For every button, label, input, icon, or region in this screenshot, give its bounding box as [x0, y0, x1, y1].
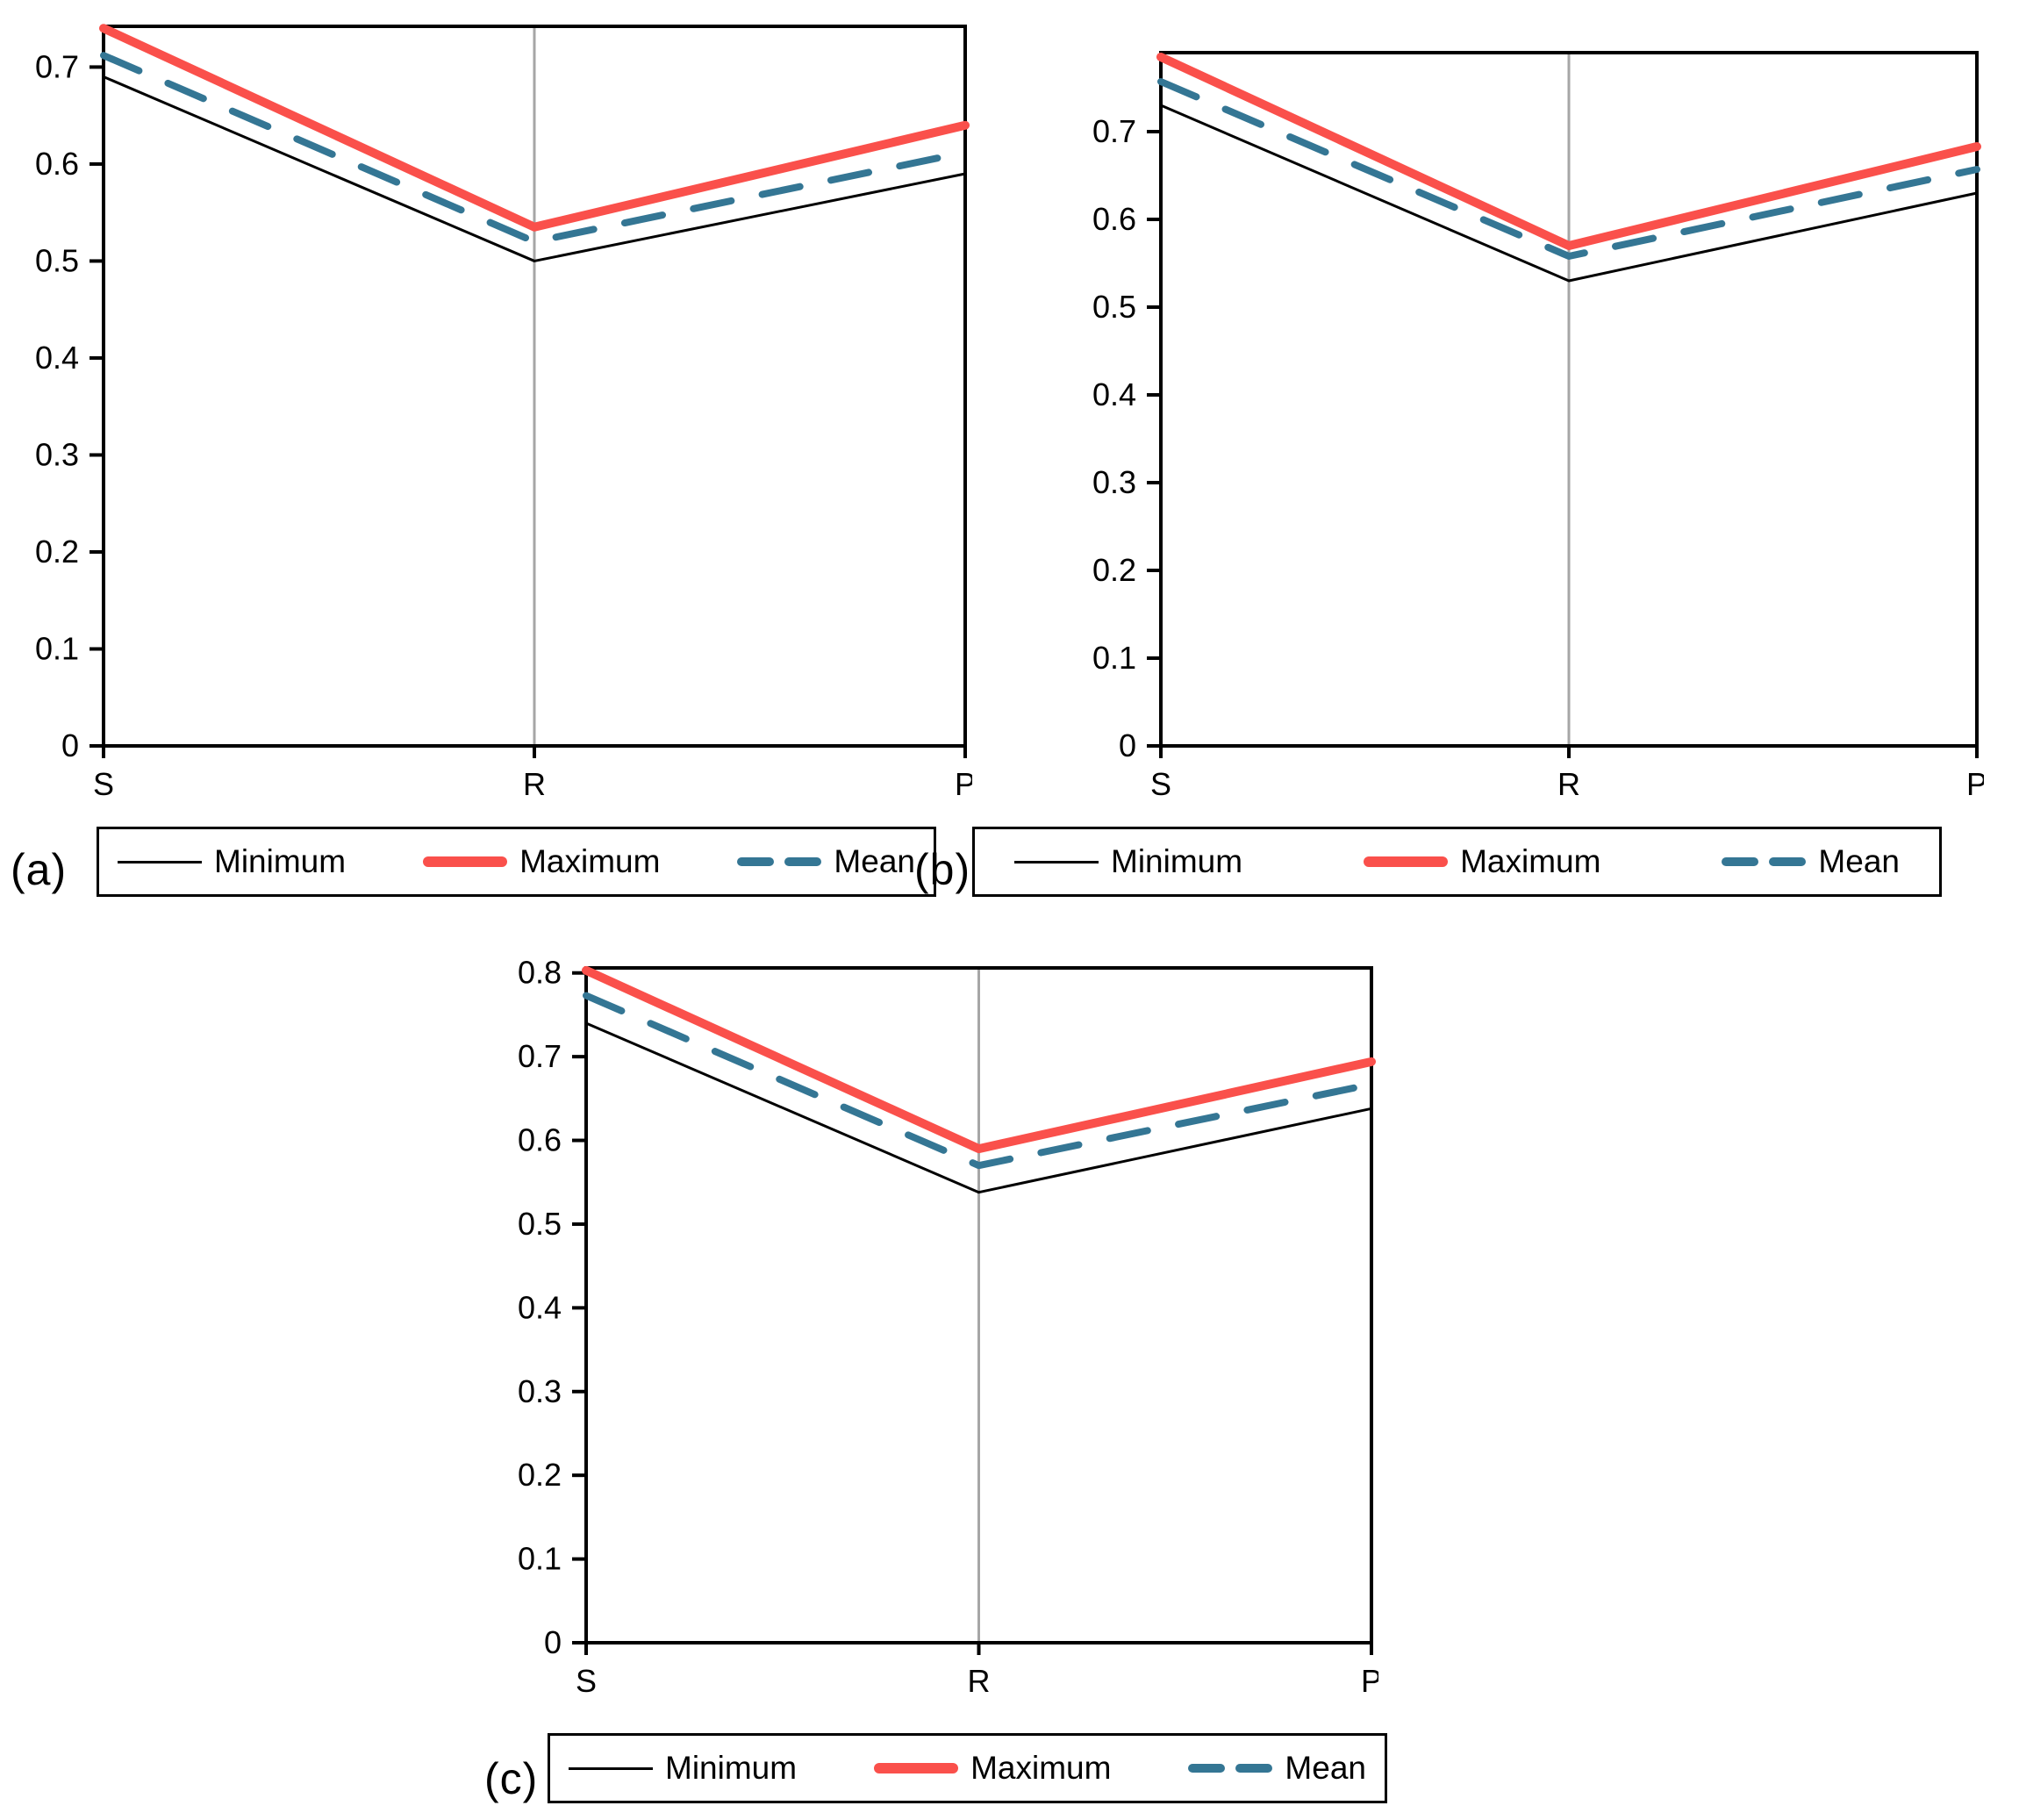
y-axis-tick-label: 0.4	[1092, 376, 1136, 412]
series-line-minimum	[584, 1021, 1373, 1194]
legend-item-mean: Mean	[1722, 843, 1900, 880]
x-axis-category-label: R	[1557, 766, 1580, 802]
y-axis-tick-label: 0.3	[518, 1373, 562, 1409]
y-axis-tick-label: 0.6	[1092, 201, 1136, 237]
legend-b: Minimum Maximum Mean	[972, 827, 1942, 897]
legend-swatch-maximum	[874, 1763, 959, 1773]
line-chart-svg: 0 0.1 0.2 0.3 0.4 0.5 0.6 0.7 0.8 S R P	[518, 955, 1382, 1699]
y-axis-tick-label: 0.7	[1092, 113, 1136, 149]
y-axis-tick-label: 0.8	[518, 961, 562, 991]
y-axis-tick-label: 0.1	[35, 630, 79, 666]
legend-swatch-minimum	[118, 860, 203, 863]
legend-a: Minimum Maximum Mean	[97, 827, 936, 897]
legend-swatch-minimum	[1014, 860, 1099, 863]
mean-dash	[737, 857, 775, 866]
series-line-maximum	[99, 24, 970, 232]
legend-item-maximum: Maximum	[874, 1750, 1111, 1787]
chart-panel-b: 0 0.1 0.2 0.3 0.4 0.5 0.6 0.7 S R P	[1073, 46, 1987, 807]
y-axis-tick-label: 0.3	[1092, 464, 1136, 500]
y-axis-tick-label: 0.1	[518, 1541, 562, 1577]
y-axis-tick-label: 0.6	[35, 146, 79, 182]
x-axis-category-label: P	[1966, 766, 1984, 802]
legend-swatch-mean	[1188, 1764, 1273, 1773]
legend-label-minimum: Minimum	[665, 1750, 798, 1786]
y-axis-tick-label: 0.7	[518, 1038, 562, 1074]
y-axis-tick-label: 0.5	[1092, 289, 1136, 325]
y-axis-tick-label: 0.2	[518, 1457, 562, 1493]
legend-label-maximum: Maximum	[519, 843, 661, 879]
legend-item-maximum: Maximum	[423, 843, 660, 880]
legend-swatch-mean	[737, 857, 822, 866]
mean-dash	[784, 857, 822, 866]
series-line-maximum	[1156, 53, 1981, 250]
y-axis-tick-label: 0.5	[518, 1206, 562, 1242]
y-axis-tick-label: 0.5	[35, 242, 79, 278]
panel-label-b: (b)	[914, 845, 971, 894]
y-axis-tick-label: 0.2	[35, 534, 79, 570]
y-axis-tick-label: 0	[1119, 727, 1136, 763]
series-line-maximum	[582, 965, 1376, 1154]
x-axis-category-label: P	[955, 766, 972, 802]
legend-swatch-minimum	[569, 1766, 654, 1770]
x-axis-category-label: R	[523, 766, 546, 802]
legend-swatch-mean	[1722, 857, 1807, 866]
legend-item-minimum: Minimum	[569, 1750, 797, 1787]
legend-item-minimum: Minimum	[1014, 843, 1242, 880]
line-chart-svg: 0 0.1 0.2 0.3 0.4 0.5 0.6 0.7 S R P	[1092, 51, 1987, 802]
series-line-mean	[583, 992, 1375, 1170]
y-axis-tick-label: 0.2	[1092, 552, 1136, 588]
x-axis-category-label: S	[93, 766, 114, 802]
y-axis-tick-label: 0	[61, 727, 79, 763]
y-axis-tick-label: 0.4	[518, 1289, 562, 1325]
line-chart-svg: 0 0.1 0.2 0.3 0.4 0.5 0.6 0.7 S R P	[35, 24, 976, 802]
panel-label-a: (a)	[11, 845, 68, 894]
x-axis-category-label: S	[576, 1663, 597, 1699]
legend-swatch-maximum	[1364, 856, 1449, 867]
chart-panel-a: 0 0.1 0.2 0.3 0.4 0.5 0.6 0.7 S R P	[16, 19, 976, 807]
legend-label-maximum: Maximum	[1460, 843, 1601, 879]
legend-swatch-maximum	[423, 856, 508, 867]
series-line-mean	[1157, 78, 1980, 260]
legend-label-minimum: Minimum	[214, 843, 347, 879]
x-axis-category-label: P	[1361, 1663, 1378, 1699]
y-axis-tick-label: 0.7	[35, 48, 79, 84]
mean-dash	[1235, 1764, 1273, 1773]
y-axis-tick-label: 0.3	[35, 436, 79, 472]
y-axis-tick-label: 0.6	[518, 1122, 562, 1158]
mean-dash	[1722, 857, 1759, 866]
x-axis-category-label: R	[968, 1663, 991, 1699]
legend-item-minimum: Minimum	[118, 843, 346, 880]
panel-label-c: (c)	[484, 1754, 539, 1803]
x-axis-category-label: S	[1150, 766, 1171, 802]
legend-label-mean: Mean	[834, 843, 915, 879]
legend-label-minimum: Minimum	[1111, 843, 1243, 879]
chart-panel-c: 0 0.1 0.2 0.3 0.4 0.5 0.6 0.7 0.8 S R P	[498, 955, 1382, 1704]
series-line-minimum	[102, 75, 967, 262]
series-line-minimum	[1159, 104, 1979, 283]
legend-item-mean: Mean	[737, 843, 915, 880]
legend-item-maximum: Maximum	[1364, 843, 1600, 880]
series-line-mean	[100, 52, 969, 246]
y-axis-tick-label: 0	[544, 1624, 562, 1660]
mean-dash	[1188, 1764, 1226, 1773]
legend-label-maximum: Maximum	[970, 1750, 1112, 1786]
y-axis-tick-label: 0.1	[1092, 640, 1136, 676]
mean-dash	[1769, 857, 1807, 866]
legend-c: Minimum Maximum Mean	[548, 1733, 1387, 1803]
legend-label-mean: Mean	[1818, 843, 1900, 879]
legend-label-mean: Mean	[1285, 1750, 1366, 1786]
y-axis-tick-label: 0.4	[35, 340, 79, 376]
legend-item-mean: Mean	[1188, 1750, 1366, 1787]
